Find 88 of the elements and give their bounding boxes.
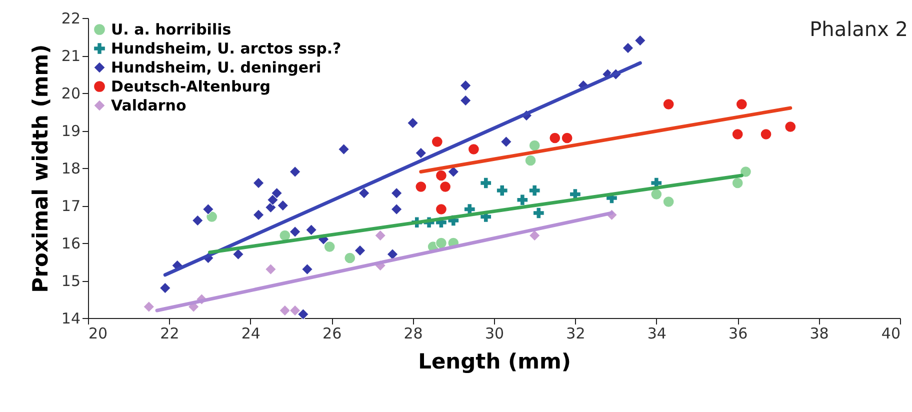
point	[159, 282, 171, 294]
point	[524, 154, 536, 166]
point	[561, 132, 573, 144]
x-tick-label: 24	[241, 324, 260, 342]
point	[202, 203, 214, 216]
point	[306, 224, 318, 236]
point	[415, 147, 427, 159]
y-tick-label: 19	[61, 122, 80, 140]
point	[784, 120, 796, 133]
point	[206, 210, 218, 223]
point	[354, 244, 366, 256]
x-tick-label: 34	[647, 324, 666, 342]
x-tick-label: 28	[404, 324, 423, 342]
point	[390, 203, 402, 216]
point	[532, 207, 544, 219]
point	[252, 209, 264, 221]
point	[516, 194, 528, 206]
point	[252, 177, 264, 189]
point	[732, 128, 744, 140]
point	[277, 200, 289, 212]
y-tick-label: 17	[61, 197, 80, 215]
point	[440, 180, 452, 193]
point	[266, 194, 279, 206]
y-tick-label: 14	[61, 310, 80, 328]
point	[192, 214, 204, 226]
y-axis-title: Proximal width (mm)	[28, 44, 52, 293]
point	[289, 166, 301, 178]
point	[736, 98, 748, 110]
point	[297, 308, 309, 320]
point	[528, 140, 540, 152]
point	[358, 187, 370, 199]
point	[279, 230, 291, 242]
point	[289, 226, 301, 238]
x-tick-label: 22	[160, 324, 180, 342]
point	[344, 252, 356, 264]
point	[760, 128, 772, 140]
y-tick-label: 18	[61, 160, 80, 178]
point	[650, 188, 662, 200]
point	[324, 240, 336, 253]
legend-label: Deutsch-Altenburg	[111, 78, 271, 96]
chart-title: Phalanx 2	[810, 17, 908, 41]
y-tick-label: 16	[61, 234, 80, 252]
point	[549, 132, 561, 144]
legend-label: Hundsheim, U. arctos ssp.?	[111, 40, 342, 58]
point	[528, 230, 540, 242]
point	[435, 170, 447, 182]
point	[622, 42, 634, 54]
point	[460, 94, 472, 106]
legend-label: Valdarno	[111, 96, 186, 114]
point	[732, 177, 744, 189]
point	[338, 143, 350, 156]
x-tick-label: 32	[566, 324, 586, 342]
point	[528, 184, 540, 196]
y-tick-label: 15	[61, 272, 80, 290]
point	[374, 230, 386, 242]
point	[468, 143, 480, 156]
y-tick-label: 22	[61, 10, 80, 28]
point	[634, 34, 646, 46]
point	[460, 80, 472, 92]
point	[662, 196, 674, 208]
point	[480, 177, 492, 189]
point	[431, 136, 443, 148]
x-tick-label: 40	[881, 324, 900, 342]
point	[415, 180, 427, 193]
point	[390, 187, 402, 199]
point	[264, 263, 276, 276]
point	[143, 300, 155, 313]
point	[435, 203, 447, 216]
point	[496, 184, 508, 196]
point	[301, 263, 314, 276]
point	[407, 117, 419, 129]
legend-label: Hundsheim, U. deningeri	[111, 58, 322, 76]
point	[662, 98, 674, 110]
point	[271, 187, 283, 199]
x-tick-label: 36	[728, 324, 748, 342]
x-tick-label: 38	[810, 324, 829, 342]
point	[289, 304, 301, 316]
legend-label: U. a. horribilis	[111, 20, 232, 38]
point	[279, 304, 291, 316]
y-tick-label: 20	[61, 84, 80, 102]
point	[435, 237, 447, 249]
x-tick-label: 26	[322, 324, 342, 342]
point	[740, 166, 752, 178]
point	[500, 136, 512, 148]
x-axis-title: Length (mm)	[418, 350, 571, 374]
x-tick-label: 30	[484, 324, 504, 342]
x-tick-label: 20	[88, 324, 108, 342]
y-tick-label: 21	[61, 47, 80, 65]
